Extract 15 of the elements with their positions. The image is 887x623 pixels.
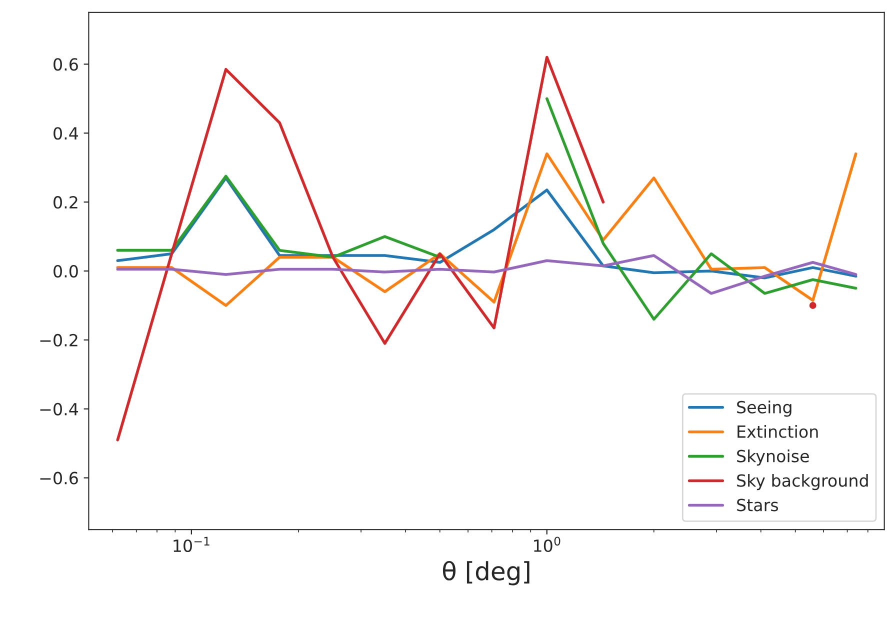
legend-label: Sky background: [737, 474, 868, 490]
x-tick-label: 10$^{0}$: [534, 536, 560, 552]
legend-label: Stars: [737, 498, 778, 512]
x-tick-label: 10$^{−1}$: [174, 536, 210, 552]
y-tick-label: 0.4: [54, 127, 78, 140]
legend-label: Skynoise: [737, 449, 809, 466]
y-tick-label: 0.6: [54, 58, 78, 71]
y-tick-label: 0.2: [54, 196, 78, 209]
y-tick-label: −0.4: [40, 402, 78, 416]
y-tick-label: −0.2: [40, 334, 78, 347]
x-axis-title: θ [deg]: [442, 560, 530, 586]
y-tick-label: −0.6: [40, 472, 78, 484]
legend-label: Seeing: [737, 400, 792, 417]
legend-label: Extinction: [738, 425, 818, 438]
y-tick-label: 0.0: [54, 264, 78, 278]
